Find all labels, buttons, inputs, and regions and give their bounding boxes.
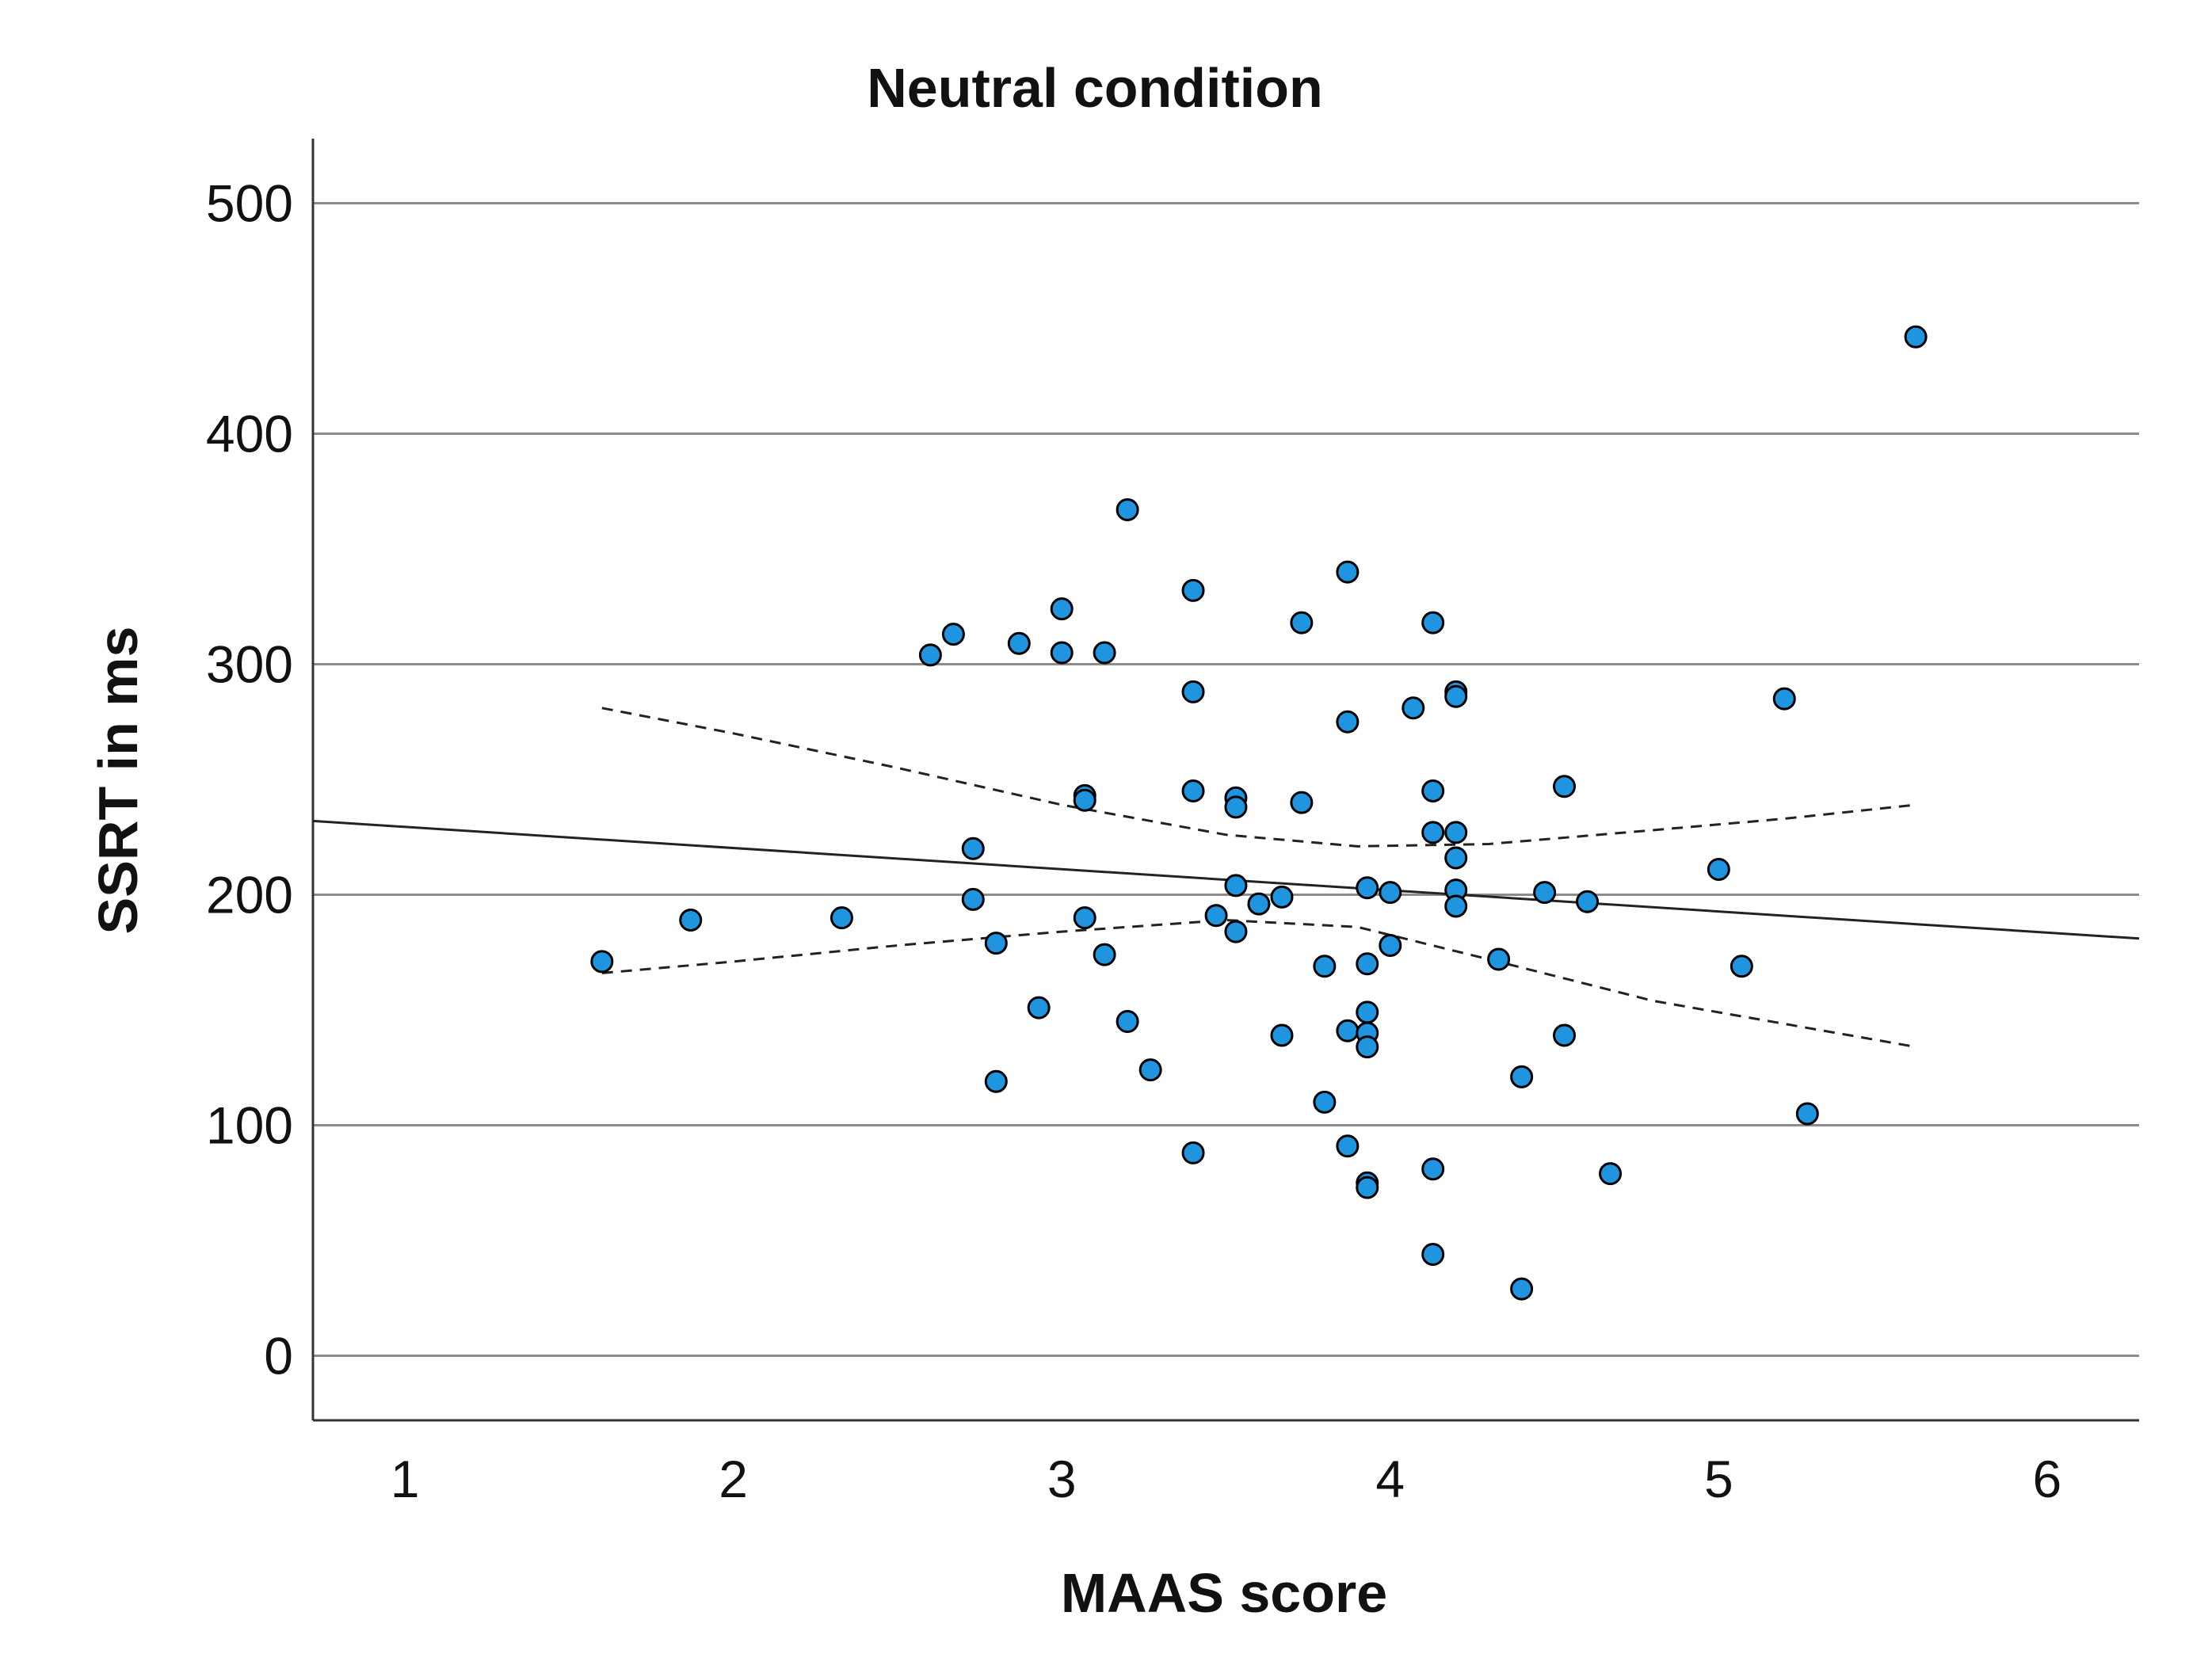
data-point [1181, 1141, 1205, 1164]
data-point [1270, 1023, 1294, 1047]
data-point [1093, 943, 1116, 966]
data-point [918, 643, 942, 667]
data-point [1050, 597, 1074, 621]
data-point [1444, 821, 1468, 844]
data-point [1336, 1134, 1360, 1158]
x-tick-label: 6 [2033, 1450, 2062, 1508]
data-point [984, 932, 1008, 955]
confidence-band-lower [601, 918, 1916, 1049]
y-tick-labels: 0 100 200 300 400 500 [206, 173, 293, 1385]
data-point [1336, 560, 1360, 584]
data-point [1487, 947, 1511, 971]
data-point [941, 623, 965, 646]
y-tick-label: 500 [206, 173, 293, 232]
data-point [1510, 1277, 1534, 1301]
chart-title: Neutral condition [867, 57, 1323, 119]
data-point [1421, 1157, 1445, 1181]
data-point [1553, 775, 1577, 798]
data-point [1444, 846, 1468, 870]
data-point [1270, 885, 1294, 909]
data-point [1421, 779, 1445, 803]
gridlines [313, 201, 2139, 1358]
data-point [1356, 1000, 1379, 1024]
data-point [1181, 578, 1205, 602]
data-point [1204, 904, 1228, 928]
x-tick-label: 2 [719, 1450, 748, 1508]
data-point [1421, 611, 1445, 635]
data-point [961, 887, 985, 911]
data-point [830, 906, 853, 930]
data-points [590, 325, 1928, 1301]
data-point [1904, 325, 1928, 349]
y-axis-label: SSRT in ms [87, 627, 149, 935]
x-tick-label: 3 [1047, 1450, 1077, 1508]
y-tick-label: 400 [206, 404, 293, 463]
data-point [1007, 631, 1031, 655]
y-tick-label: 0 [264, 1327, 293, 1385]
data-point [1379, 934, 1402, 958]
x-tick-label: 4 [1375, 1450, 1405, 1508]
y-tick-label: 100 [206, 1096, 293, 1155]
data-point [1772, 687, 1796, 711]
data-point [1576, 890, 1600, 913]
data-point [1224, 795, 1248, 819]
data-point [1224, 920, 1248, 943]
data-point [590, 950, 614, 974]
data-point [1356, 876, 1379, 900]
data-point [1116, 1010, 1139, 1034]
x-tick-label: 5 [1704, 1450, 1733, 1508]
data-point [1116, 498, 1139, 522]
y-tick-label: 300 [206, 635, 293, 693]
data-point [1356, 1176, 1379, 1199]
data-point [1027, 996, 1051, 1019]
data-point [1510, 1065, 1534, 1088]
data-point [1181, 680, 1205, 703]
data-point [1313, 955, 1337, 978]
data-point [1290, 611, 1314, 635]
data-point [1050, 641, 1074, 665]
x-tick-label: 1 [391, 1450, 420, 1508]
data-point [1356, 1035, 1379, 1059]
data-point [1073, 788, 1096, 812]
data-point [1707, 857, 1730, 881]
data-point [1421, 1242, 1445, 1266]
data-point [1290, 791, 1314, 814]
data-point [1313, 1090, 1337, 1114]
confidence-band-upper [601, 707, 1916, 848]
data-point [1730, 955, 1753, 978]
data-point [1402, 696, 1425, 720]
data-point [1795, 1102, 1819, 1126]
data-point [1181, 779, 1205, 803]
data-point [1336, 710, 1360, 734]
data-point [1247, 892, 1271, 916]
data-point [1553, 1023, 1577, 1047]
data-point [1533, 881, 1557, 905]
data-point [1138, 1058, 1162, 1082]
data-point [679, 909, 703, 932]
x-axis-label: MAAS score [1061, 1562, 1387, 1624]
data-point [1599, 1162, 1623, 1186]
data-point [984, 1069, 1008, 1093]
data-point [961, 837, 985, 860]
data-point [1224, 874, 1248, 898]
axes [311, 139, 2139, 1422]
data-point [1421, 821, 1445, 844]
x-tick-labels: 1 2 3 4 5 6 [391, 1450, 2062, 1508]
data-point [1356, 952, 1379, 976]
data-point [1444, 684, 1468, 708]
data-point [1093, 641, 1116, 665]
data-point [1444, 894, 1468, 918]
regression-lines [312, 707, 2140, 1049]
data-point [1336, 1019, 1360, 1042]
data-point [1379, 881, 1402, 905]
y-tick-label: 200 [206, 866, 293, 924]
data-point [1073, 906, 1096, 930]
